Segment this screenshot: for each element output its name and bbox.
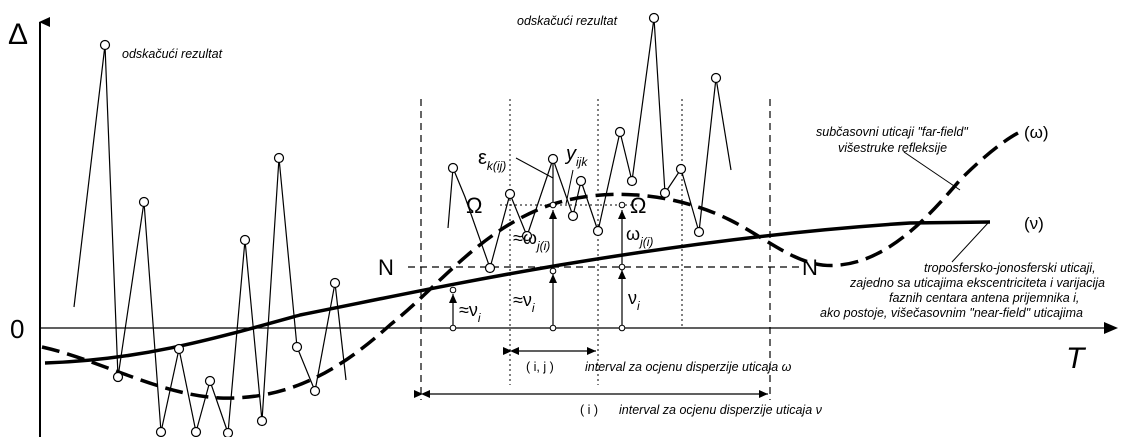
observation-polyline-left xyxy=(73,44,347,434)
N-label-right: N xyxy=(802,255,818,280)
y-axis-label: Δ xyxy=(8,18,28,51)
nu-i-point xyxy=(618,263,626,271)
tropo-label-line2: zajedno sa uticajima ekscentriciteta i v… xyxy=(849,276,1105,290)
N-label-left: N xyxy=(378,255,394,280)
observation-points-left xyxy=(99,39,341,437)
nu-i-label: νi xyxy=(628,288,640,313)
nu-point-b-base xyxy=(549,324,557,332)
y-ijk-leader xyxy=(565,169,574,205)
observation-polyline-middle xyxy=(447,17,732,271)
approx-omega-label: ≈ωj(i) xyxy=(513,228,550,253)
x-axis-label: T xyxy=(1066,342,1087,375)
omega-curve xyxy=(41,131,1019,400)
epsilon-label: εk(ij) xyxy=(478,147,506,173)
interval-i-text: interval za ocjenu disperzije uticaja ν xyxy=(619,403,823,417)
nu-point-a-base xyxy=(449,324,457,332)
omega-point-b xyxy=(549,201,557,209)
interval-ij-arrowhead-left xyxy=(510,347,519,355)
approx-nu-label-a: ≈νi xyxy=(459,300,481,325)
x-axis-arrowhead xyxy=(1104,322,1118,334)
outlier-left-label: odskačući rezultat xyxy=(122,47,223,61)
subdaily-label-line2: višestruke refleksije xyxy=(838,141,947,155)
tropo-label-line3: faznih centara antena prijemnika i, xyxy=(889,291,1079,305)
y-ijk-label: yijk xyxy=(564,143,588,169)
tropo-label-line4: ako postoje, višečasovnim "near-field" u… xyxy=(820,306,1083,320)
interval-i-tag: ( i ) xyxy=(580,403,598,417)
approx-nu-label-b: ≈νi xyxy=(513,290,535,315)
interval-i-arrowhead-left xyxy=(421,390,430,398)
nu-point-a-top xyxy=(449,286,457,294)
omega-j-point xyxy=(618,201,626,209)
tropo-leader xyxy=(951,222,989,263)
interval-ij-tag: ( i, j ) xyxy=(526,360,554,374)
Omega-label-right: Ω xyxy=(630,193,646,218)
epsilon-leader xyxy=(515,157,554,179)
subdaily-leader xyxy=(903,151,961,191)
nu-point-b-top xyxy=(549,267,557,275)
observation-points-middle xyxy=(447,12,722,274)
nu-curve-label: (ν) xyxy=(1024,214,1044,233)
zero-label: 0 xyxy=(10,314,24,344)
subdaily-label-line1: subčasovni uticaji "far-field" xyxy=(816,125,968,139)
tropo-label-line1: troposfersko-jonosferski uticaji, xyxy=(924,261,1096,275)
omega-curve-label: (ω) xyxy=(1024,123,1049,142)
outlier-top-label: odskačući rezultat xyxy=(517,14,618,28)
interval-ij-text: interval za ocjenu disperzije uticaja ω xyxy=(585,360,792,374)
omega-j-label: ωj(i) xyxy=(626,224,653,249)
nu-i-base xyxy=(618,324,626,332)
